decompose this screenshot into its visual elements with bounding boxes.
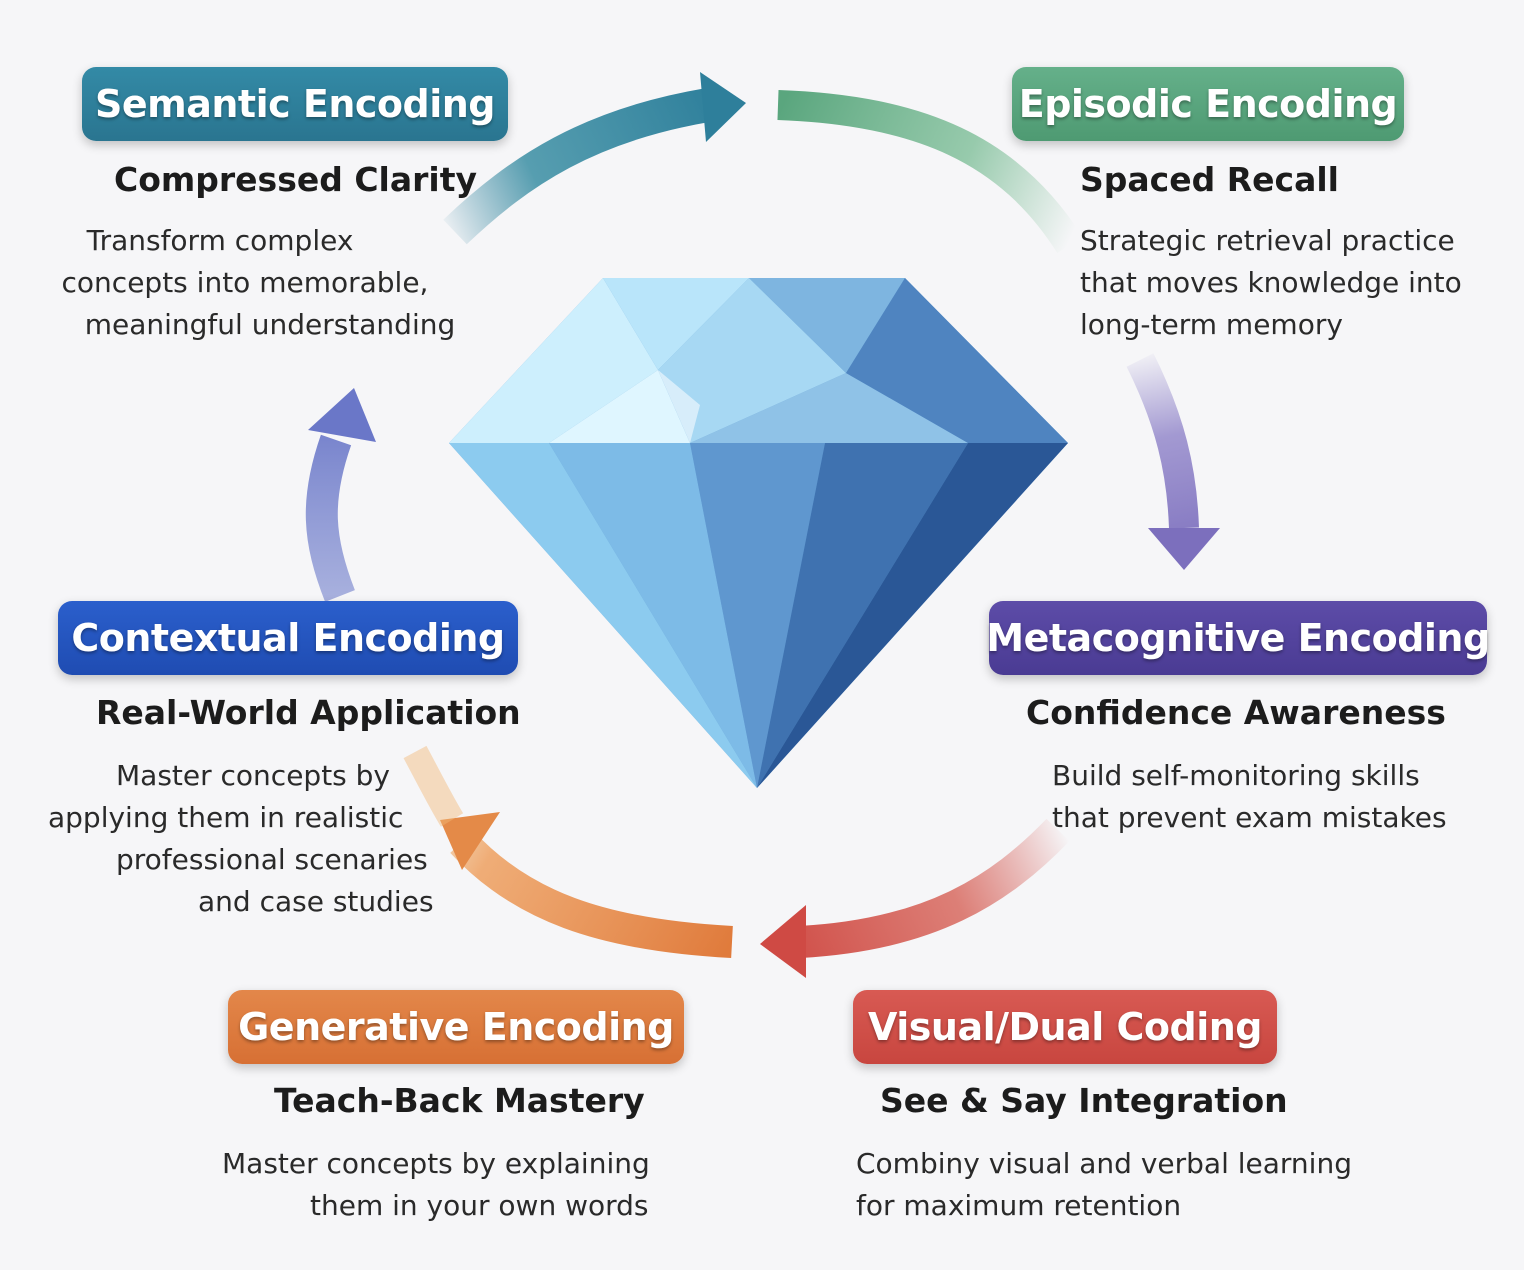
visual-desc-line: for maximum retention (856, 1189, 1182, 1222)
visual-description: Combiny visual and verbal learning for m… (856, 1143, 1416, 1227)
visual-desc-line: Combiny visual and verbal learning (856, 1147, 1352, 1180)
contextual-desc-line: Master concepts by (116, 759, 390, 792)
contextual-subtitle: Real-World Application (96, 693, 521, 732)
semantic-desc-line: concepts into memorable, (61, 266, 429, 299)
metacognitive-description: Build self-monitoring skills that preven… (1052, 755, 1492, 839)
generative-encoding-label: Generative Encoding (228, 990, 684, 1064)
generative-subtitle: Teach-Back Mastery (274, 1081, 645, 1120)
visual-subtitle: See & Say Integration (880, 1081, 1288, 1120)
arrow-visual-to-generative (403, 745, 733, 958)
episodic-desc-line: long-term memory (1080, 308, 1343, 341)
semantic-desc-line: meaningful understanding (84, 308, 456, 341)
episodic-desc-line: that moves knowledge into (1080, 266, 1462, 299)
contextual-desc-line: applying them in realistic (48, 801, 404, 834)
metacognitive-desc-line: that prevent exam mistakes (1052, 801, 1447, 834)
contextual-description: Master concepts by applying them in real… (40, 755, 440, 923)
contextual-desc-line: and case studies (198, 885, 434, 918)
contextual-desc-line: professional scenaries (116, 843, 428, 876)
arrow-contextual-to-semantic (305, 388, 376, 602)
generative-description: Master concepts by explaining them in yo… (222, 1143, 662, 1227)
episodic-subtitle: Spaced Recall (1080, 160, 1339, 199)
metacognitive-subtitle: Confidence Awareness (1026, 693, 1446, 732)
episodic-desc-line: Strategic retrieval practice (1080, 224, 1455, 257)
metacognitive-desc-line: Build self-monitoring skills (1052, 759, 1420, 792)
semantic-desc-line: Transform complex (86, 224, 354, 257)
generative-desc-line: them in your own words (310, 1189, 649, 1222)
arrow-episodic-to-metacognitive (1126, 353, 1220, 570)
arrow-metacognitive-to-visual (760, 818, 1070, 978)
semantic-subtitle: Compressed Clarity (114, 160, 477, 199)
generative-desc-line: Master concepts by explaining (222, 1147, 650, 1180)
visual-dual-coding-label: Visual/Dual Coding (853, 990, 1277, 1064)
contextual-encoding-label: Contextual Encoding (58, 601, 518, 675)
arrow-semantic-to-episodic (443, 72, 746, 245)
arrow-episodic-curve (777, 90, 1083, 254)
semantic-description: Transform complex concepts into memorabl… (40, 220, 460, 346)
episodic-description: Strategic retrieval practice that moves … (1080, 220, 1500, 346)
episodic-encoding-label: Episodic Encoding (1012, 67, 1404, 141)
semantic-encoding-label: Semantic Encoding (82, 67, 508, 141)
diamond-icon (449, 278, 1068, 788)
metacognitive-encoding-label: Metacognitive Encoding (986, 601, 1490, 675)
